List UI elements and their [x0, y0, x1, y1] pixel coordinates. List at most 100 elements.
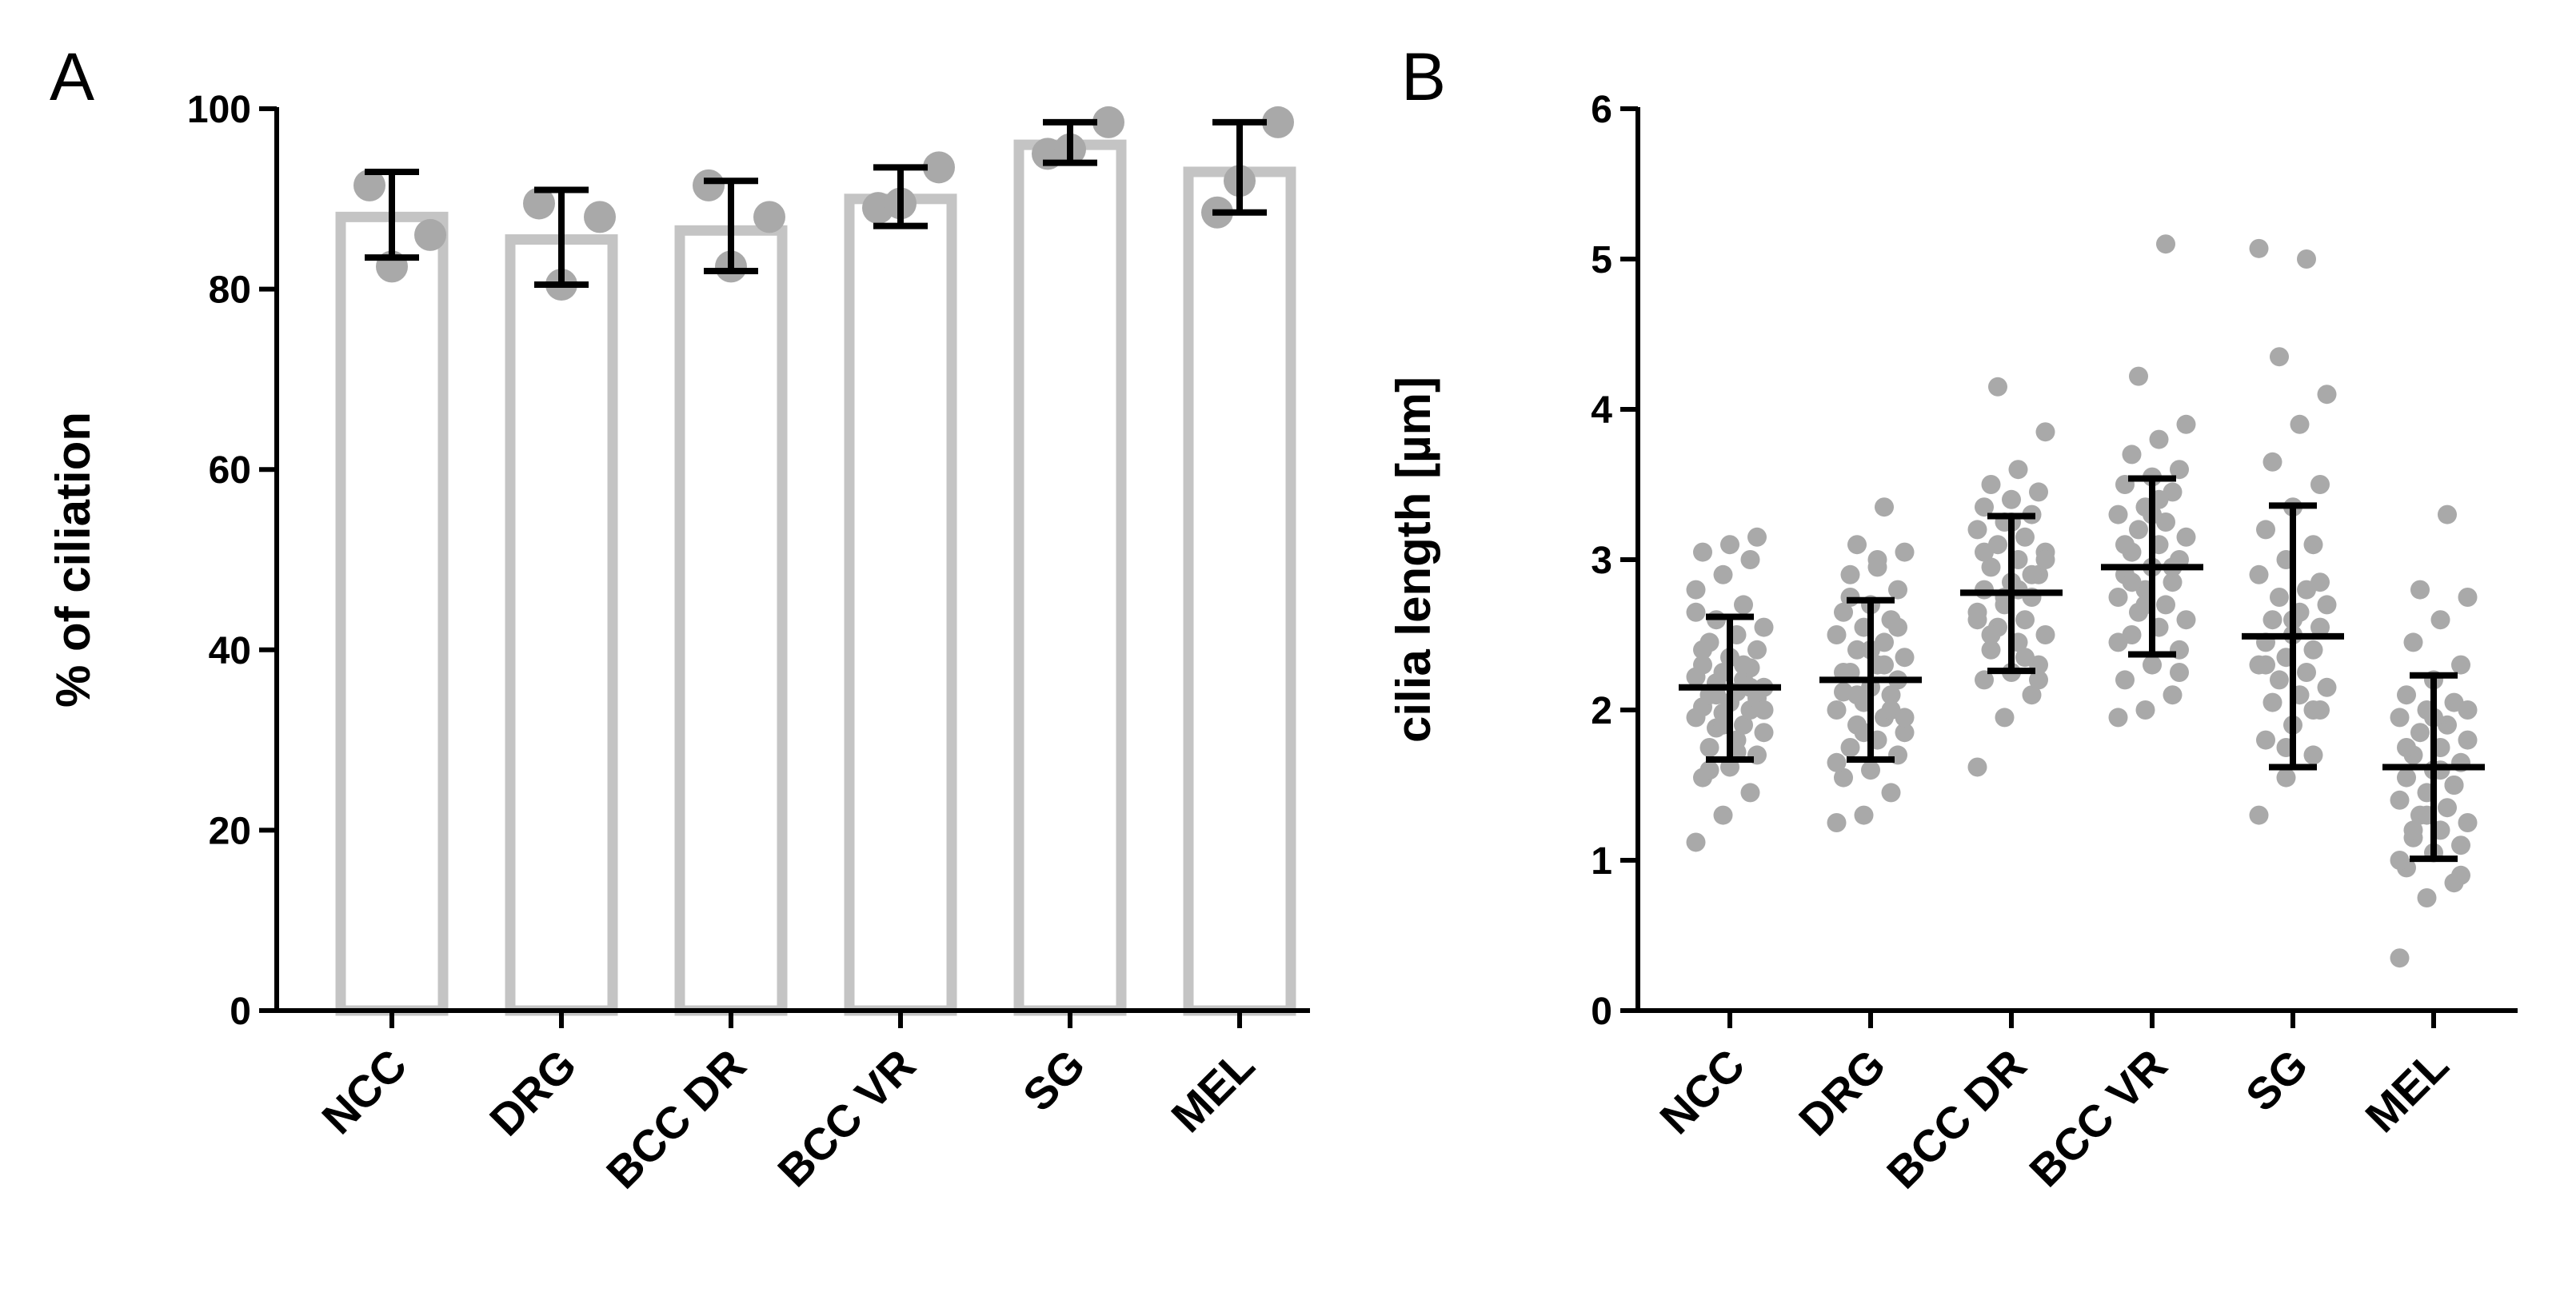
x-tick-label: BCC VR: [2019, 1039, 2176, 1196]
data-point: [1867, 557, 1887, 577]
data-point: [1747, 640, 1767, 660]
data-point: [1881, 783, 1901, 803]
data-point: [1834, 602, 1853, 622]
data-point: [2176, 527, 2196, 547]
data-point: [1740, 550, 1760, 569]
data-point: [753, 201, 785, 233]
data-point: [2015, 648, 2035, 668]
data-point: [1967, 610, 1987, 630]
data-point: [523, 187, 555, 220]
data-point: [2170, 663, 2189, 682]
y-tick-label: 80: [209, 269, 251, 312]
data-point: [353, 169, 385, 201]
data-point: [1686, 580, 1706, 600]
data-point: [2303, 700, 2323, 720]
data-point: [1713, 805, 1733, 825]
data-point: [2290, 414, 2310, 434]
y-tick-label: 0: [230, 991, 251, 1033]
data-point: [1713, 564, 1733, 584]
data-point: [1847, 640, 1867, 660]
data-point: [2176, 414, 2196, 434]
data-point: [2317, 385, 2337, 405]
data-point: [2256, 730, 2275, 750]
data-point: [2176, 610, 2196, 630]
data-point: [1895, 708, 1915, 728]
data-point: [2143, 655, 2162, 675]
data-point: [1734, 655, 1753, 675]
data-point: [2108, 632, 2128, 652]
data-point: [2317, 595, 2337, 615]
data-point: [1827, 700, 1847, 720]
x-tick-label: DRG: [1789, 1039, 1895, 1146]
data-point: [1981, 557, 2001, 577]
data-point: [2430, 610, 2450, 630]
data-point: [1981, 640, 2001, 660]
data-point: [1693, 655, 1712, 675]
x-tick-label: BCC DR: [1877, 1039, 2036, 1198]
data-point: [2451, 655, 2470, 675]
data-point: [2451, 835, 2470, 855]
data-point: [2270, 588, 2289, 607]
data-point: [1847, 685, 1867, 705]
data-point: [1754, 723, 1774, 743]
data-point: [2438, 504, 2457, 524]
data-point: [2122, 572, 2142, 592]
data-point: [2262, 610, 2282, 630]
data-point: [2458, 813, 2478, 832]
data-point: [1827, 813, 1847, 832]
data-point: [2022, 564, 2042, 584]
data-point: [1754, 617, 1774, 637]
data-point: [2002, 489, 2021, 509]
y-tick-label: 20: [209, 810, 251, 852]
x-tick-label: MEL: [1161, 1039, 1264, 1142]
x-tick-label: BCC VR: [768, 1039, 925, 1196]
data-point: [2310, 617, 2330, 637]
data-point: [2029, 670, 2048, 690]
data-point: [2410, 580, 2430, 600]
data-point: [2256, 520, 2275, 540]
data-point: [2458, 730, 2478, 750]
data-point: [2249, 238, 2269, 258]
data-point: [2403, 632, 2423, 652]
data-point: [2149, 429, 2169, 449]
y-tick-label: 6: [1591, 89, 1612, 131]
data-point: [2129, 366, 2148, 386]
data-point: [1840, 564, 1860, 584]
data-point: [2317, 677, 2337, 697]
data-point: [2108, 588, 2128, 607]
data-point: [414, 218, 446, 251]
data-point: [2262, 452, 2282, 472]
data-point: [2276, 768, 2296, 788]
data-point: [1967, 520, 1987, 540]
data-point: [2397, 738, 2416, 757]
bar: [1183, 166, 1296, 1016]
data-point: [2417, 888, 2437, 907]
data-point: [1734, 595, 1753, 615]
y-tick-label: 100: [187, 89, 251, 131]
data-point: [2129, 520, 2148, 540]
data-point: [2115, 535, 2135, 555]
data-point: [1686, 832, 1706, 852]
data-point: [2270, 347, 2289, 367]
data-point: [1888, 580, 1907, 600]
data-point: [2015, 610, 2035, 630]
data-point: [1092, 106, 1124, 138]
y-tick-label: 3: [1591, 540, 1612, 582]
data-point: [1693, 640, 1712, 660]
data-point: [1995, 708, 2015, 728]
chart-a: 0 20 40 60 80 100 NCC DRG BCC DR BCC VR SG MEL % of …: [46, 89, 1310, 1198]
data-point: [2249, 564, 2269, 584]
x-tick-label: NCC: [312, 1039, 416, 1143]
data-point: [2438, 798, 2457, 818]
data-point: [2270, 670, 2289, 690]
data-point: [1847, 535, 1867, 555]
data-point: [584, 201, 616, 233]
x-tick-label: DRG: [480, 1039, 586, 1146]
data-point: [1895, 542, 1915, 562]
y-axis-title: cilia length [µm]: [1387, 377, 1440, 743]
data-point: [1747, 527, 1767, 547]
data-point: [2156, 595, 2175, 615]
data-point: [2458, 700, 2478, 720]
x-tick-label: NCC: [1650, 1039, 1754, 1143]
data-point: [2390, 851, 2410, 870]
